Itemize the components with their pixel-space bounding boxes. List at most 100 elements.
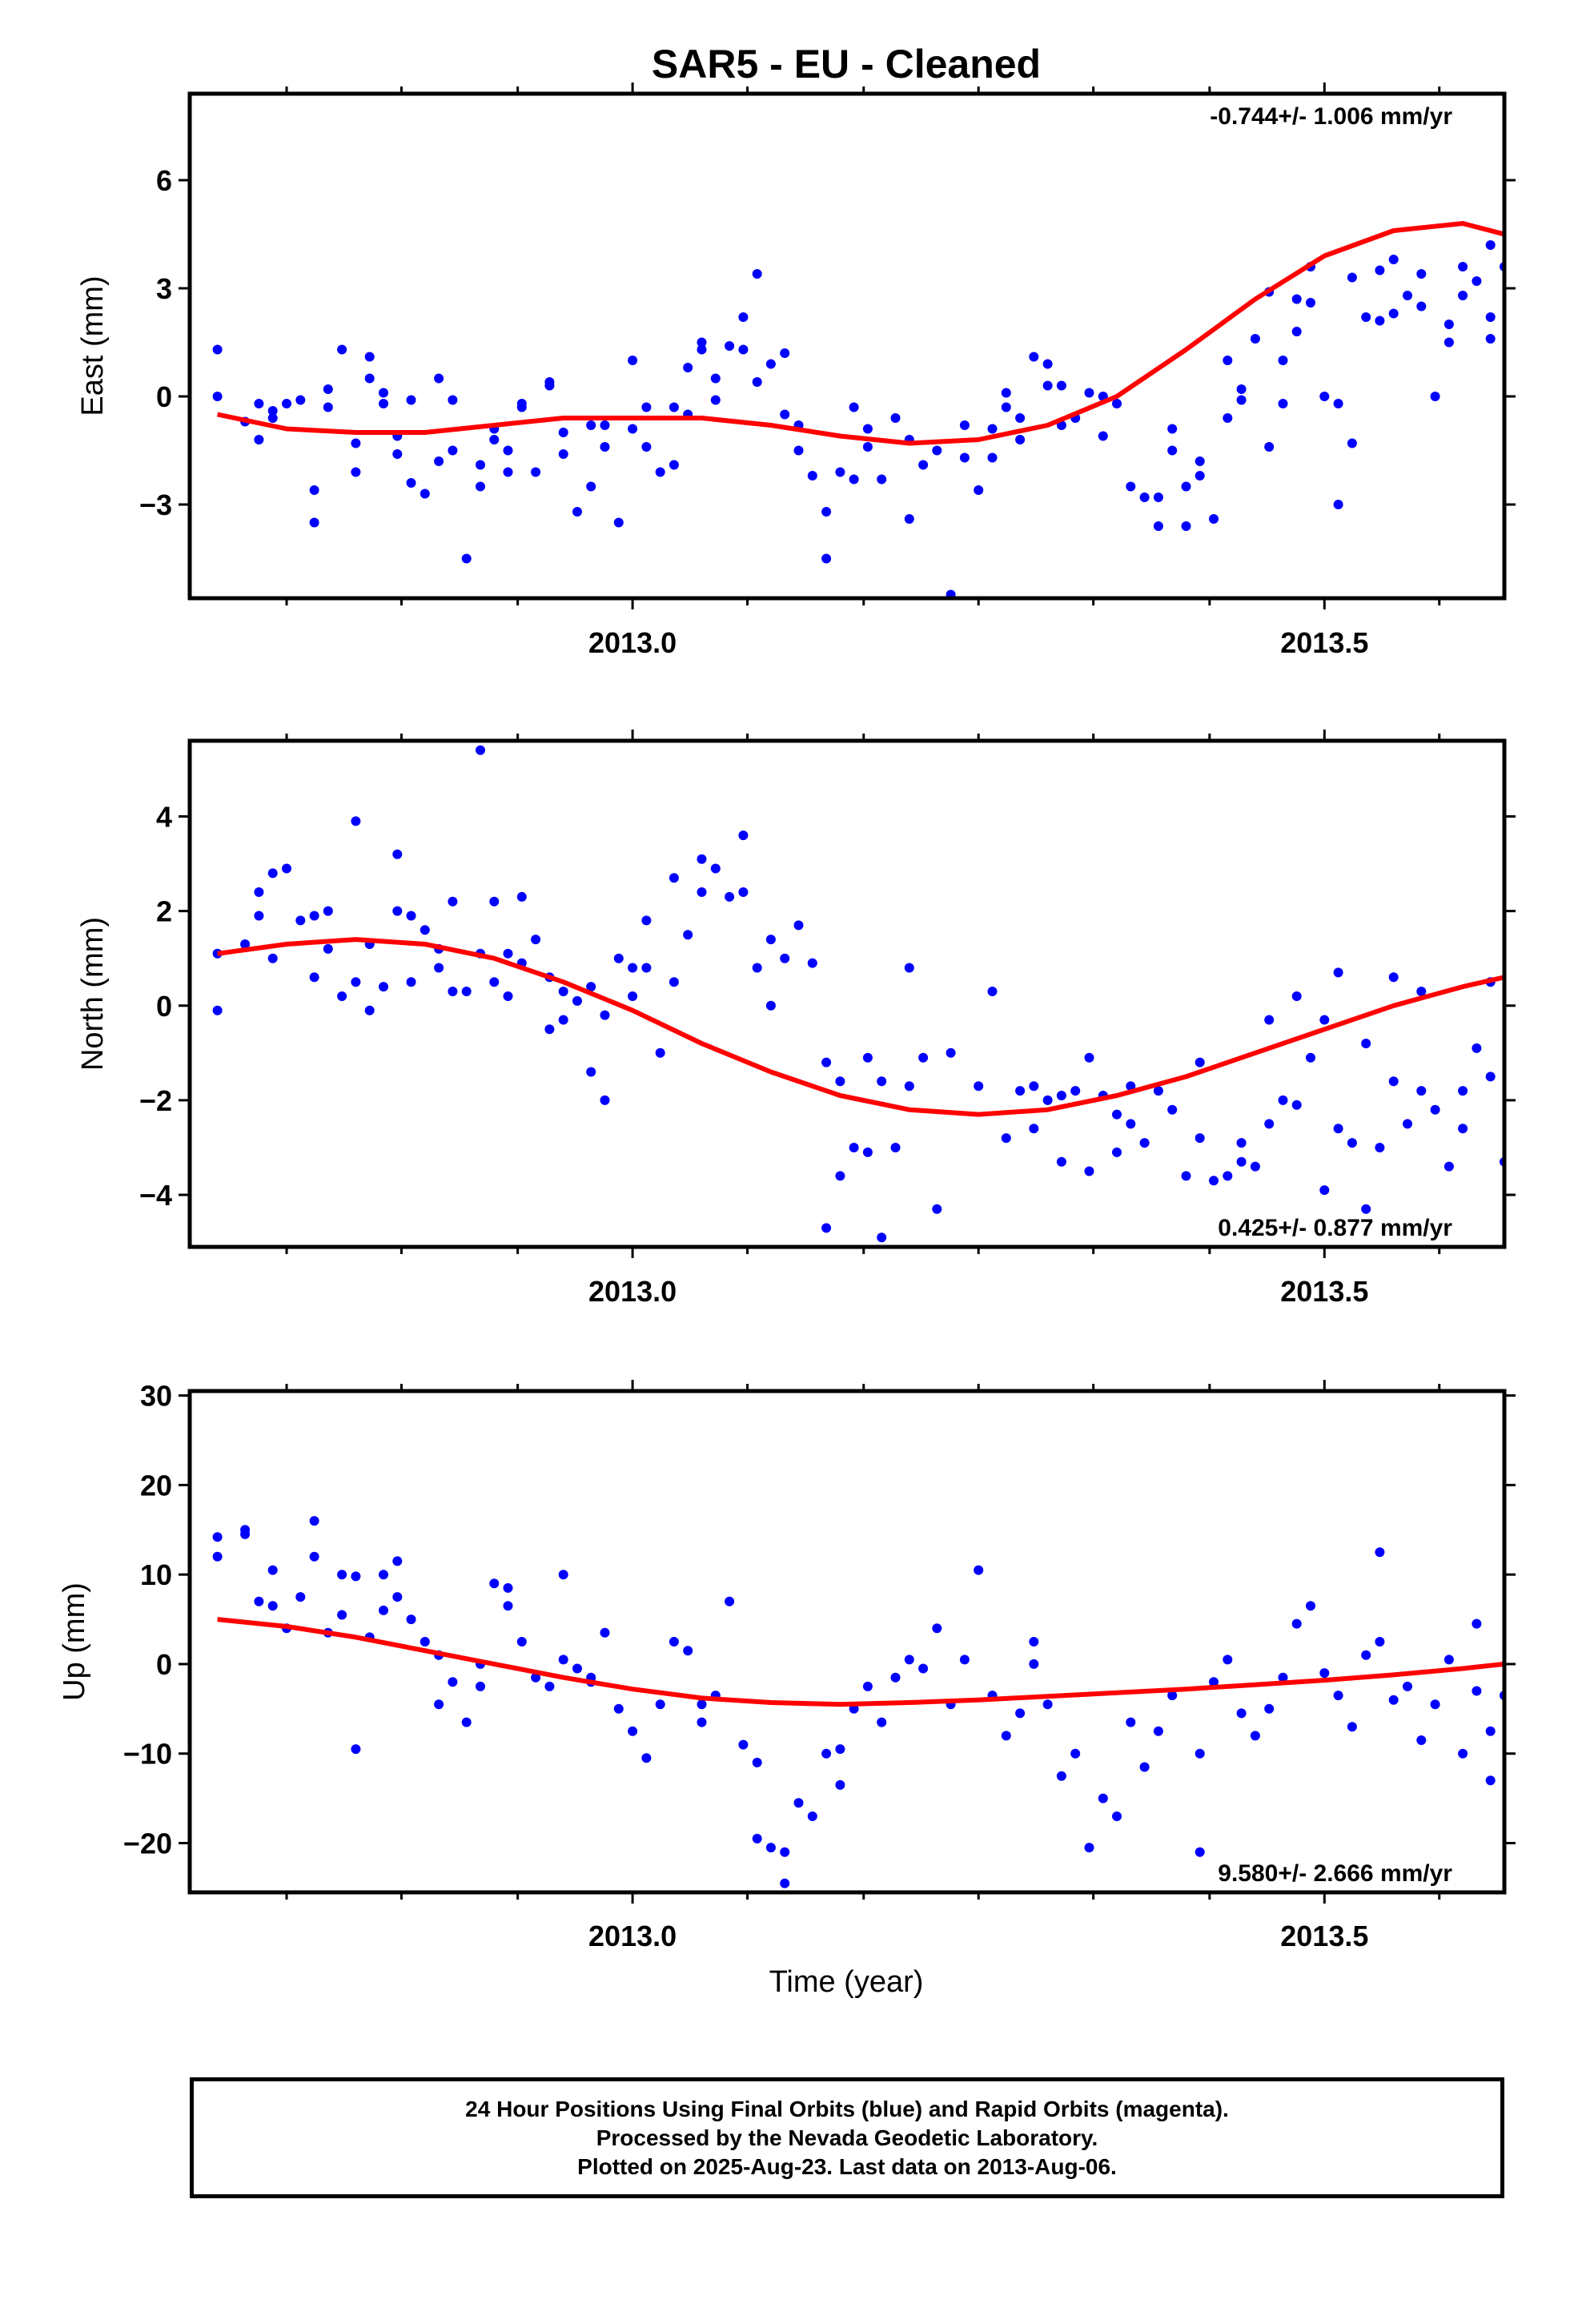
data-point [489, 1578, 499, 1588]
data-point [476, 746, 485, 755]
data-point [351, 468, 360, 477]
data-point [863, 1148, 873, 1157]
data-point [863, 1682, 873, 1691]
data-point [1361, 1204, 1371, 1214]
up-rate-label: 9.580+/- 2.666 mm/yr [1218, 1860, 1452, 1887]
data-point [835, 1171, 845, 1180]
data-point [1154, 521, 1163, 531]
data-point [683, 1646, 693, 1655]
data-point [974, 1081, 983, 1091]
data-point [1264, 1015, 1274, 1025]
data-point [1444, 338, 1454, 348]
data-point [725, 341, 734, 351]
data-point [946, 1048, 956, 1058]
data-point [1347, 1722, 1357, 1731]
data-point [1347, 1138, 1357, 1148]
y-tick-label: 0 [156, 990, 172, 1023]
data-point [1486, 1727, 1496, 1736]
data-point [310, 972, 319, 982]
data-point [310, 518, 319, 528]
data-point [213, 1006, 223, 1015]
north-panel: 2013.0 2013.5−4−2024North (mm)0.425+/- 0.… [76, 730, 1516, 1308]
data-point [738, 887, 748, 897]
y-tick-label: −4 [139, 1179, 172, 1212]
data-point [268, 868, 278, 878]
data-point [544, 1682, 554, 1691]
data-point [1057, 1771, 1066, 1781]
footer-line-plotted: Plotted on 2025-Aug-23. Last data on 201… [577, 2153, 1117, 2181]
data-point [310, 1516, 319, 1526]
data-point [753, 963, 762, 973]
data-point [365, 374, 375, 384]
y-tick-label: 20 [140, 1469, 172, 1502]
data-point [766, 360, 776, 369]
data-point [559, 428, 568, 437]
data-point [1319, 392, 1329, 401]
data-point [1486, 240, 1496, 250]
up-y-axis-label: Up (mm) [58, 1582, 91, 1701]
data-point [669, 403, 679, 412]
data-point [476, 1682, 485, 1691]
data-point [600, 1011, 610, 1020]
data-point [669, 460, 679, 470]
data-point [1070, 1086, 1080, 1096]
data-point [849, 403, 859, 412]
data-point [1389, 309, 1399, 319]
data-point [1292, 327, 1302, 336]
data-point [1029, 1659, 1038, 1669]
data-point [821, 1058, 831, 1068]
data-point [974, 1566, 983, 1575]
data-point [1057, 1091, 1066, 1100]
data-point [794, 446, 804, 456]
data-point [697, 887, 707, 897]
data-point [1292, 295, 1302, 304]
data-point [1043, 381, 1053, 391]
data-point [420, 1637, 430, 1647]
data-point [1251, 334, 1260, 344]
data-point [697, 338, 707, 348]
data-point [448, 446, 457, 456]
data-point [1319, 1668, 1329, 1678]
data-point [1015, 413, 1025, 423]
data-point [504, 991, 513, 1001]
data-point [1334, 500, 1343, 509]
data-point [420, 489, 430, 499]
data-point [295, 1592, 305, 1602]
data-point [1416, 1086, 1426, 1096]
x-tick-label: 2013.5 [1280, 626, 1368, 659]
data-point [559, 1570, 568, 1579]
data-point [392, 1592, 402, 1602]
data-point [697, 854, 707, 864]
data-point [1057, 381, 1066, 391]
data-point [351, 816, 360, 826]
data-point [711, 396, 721, 405]
data-point [1472, 1043, 1481, 1053]
chart-title: SAR5 - EU - Cleaned [652, 42, 1041, 86]
y-tick-label: 10 [140, 1558, 172, 1591]
data-point [753, 1758, 762, 1767]
data-point [725, 1597, 734, 1606]
data-point [1334, 1691, 1343, 1700]
data-point [766, 935, 776, 944]
data-point [1112, 1811, 1122, 1821]
data-point [1279, 1096, 1288, 1105]
data-point [1002, 388, 1011, 398]
data-point [1140, 493, 1150, 502]
y-tick-label: 30 [140, 1380, 172, 1413]
data-point [572, 1664, 582, 1674]
data-point [462, 1718, 472, 1727]
data-point [476, 460, 485, 470]
data-point [1334, 1124, 1343, 1133]
data-point [586, 1068, 596, 1077]
data-point [1237, 1708, 1247, 1718]
data-point [960, 453, 970, 463]
data-point [1431, 1699, 1440, 1709]
data-point [420, 925, 430, 935]
data-point [600, 420, 610, 430]
y-tick-label: 6 [156, 164, 172, 197]
data-point [268, 1566, 278, 1575]
data-point [628, 991, 637, 1001]
data-point [268, 954, 278, 963]
data-point [905, 1655, 914, 1664]
data-point [434, 1699, 444, 1709]
